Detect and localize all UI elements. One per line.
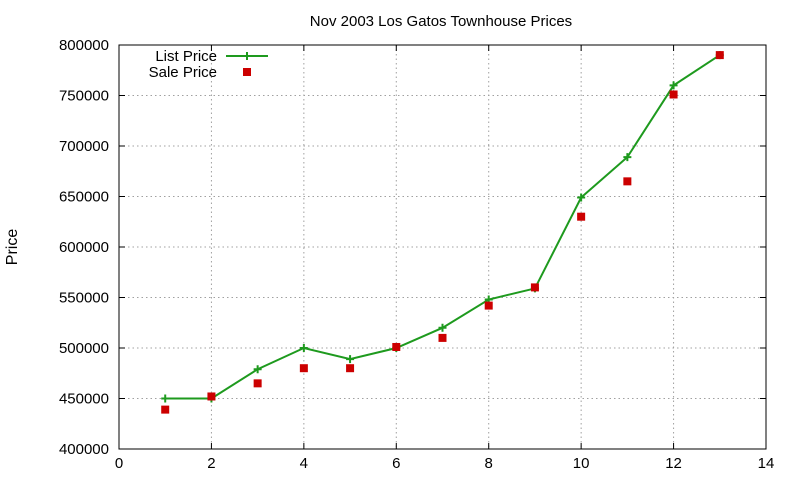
data-point [669, 81, 678, 90]
legend-item: List Price [155, 48, 268, 65]
legend-item: Sale Price [149, 64, 251, 81]
series-layer [161, 51, 724, 414]
x-tick-label: 12 [665, 455, 682, 472]
axis-ticks: 0 2 4 6 8 10 12 14 400000 450000 500000 550000 60000… [59, 37, 774, 472]
data-point [623, 177, 632, 186]
data-point [577, 193, 586, 202]
data-point [253, 379, 262, 388]
chart-title: Nov 2003 Los Gatos Townhouse Prices [310, 13, 572, 30]
x-tick-label: 6 [392, 455, 400, 472]
data-point [715, 51, 724, 60]
data-point [484, 301, 493, 310]
x-tick-label: 10 [573, 455, 590, 472]
x-tick-label: 4 [300, 455, 308, 472]
data-point [161, 394, 170, 403]
data-point [577, 212, 586, 221]
data-point [299, 344, 308, 352]
data-point [346, 355, 355, 364]
data-point [253, 365, 262, 374]
x-tick-label: 0 [115, 455, 123, 472]
data-point [207, 392, 216, 401]
data-point [161, 405, 170, 414]
y-tick-label: 600000 [59, 239, 109, 256]
x-tick-label: 2 [207, 455, 215, 472]
y-tick-label: 400000 [59, 441, 109, 458]
data-point [669, 90, 678, 99]
y-tick-label: 500000 [59, 340, 109, 357]
data-point [346, 364, 355, 373]
data-point [623, 153, 632, 162]
x-tick-label: 8 [485, 455, 493, 472]
legend-plus-marker [243, 52, 251, 60]
data-point [438, 333, 447, 342]
y-tick-label: 750000 [59, 88, 109, 105]
y-axis-label: Price [4, 229, 21, 266]
data-point [530, 283, 539, 292]
series-sale-price [161, 51, 724, 414]
y-tick-label: 650000 [59, 189, 109, 206]
y-tick-label: 800000 [59, 37, 109, 54]
legend-label: List Price [155, 48, 217, 65]
data-point [392, 342, 401, 351]
x-tick-label: 14 [758, 455, 775, 472]
y-tick-label: 700000 [59, 138, 109, 155]
legend-square-marker [243, 68, 251, 76]
data-point [299, 364, 308, 373]
y-tick-label: 450000 [59, 391, 109, 408]
y-tick-label: 550000 [59, 290, 109, 307]
data-point [438, 323, 447, 332]
legend-label: Sale Price [149, 64, 217, 81]
